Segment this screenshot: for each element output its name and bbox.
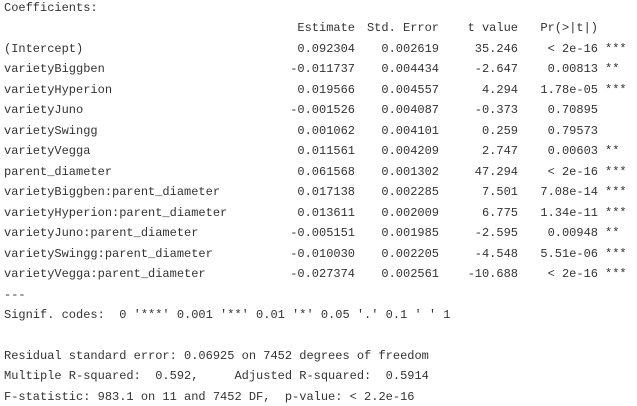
cell: 1.78e-05 xyxy=(540,82,598,97)
row-label: varietyJuno xyxy=(4,103,84,118)
cell: 2.747 xyxy=(481,144,518,159)
signif-stars: *** xyxy=(605,185,627,200)
row-label: varietyBiggben:parent_diameter xyxy=(4,185,221,200)
cell: 35.246 xyxy=(474,41,518,56)
cell: 7.501 xyxy=(481,185,518,200)
cell: -4.548 xyxy=(474,246,518,261)
footer-line: F-statistic: 983.1 on 11 and 7452 DF, p-… xyxy=(4,389,415,404)
cell: 0.001062 xyxy=(297,123,355,138)
cell: 0.011561 xyxy=(297,144,355,159)
cell: 1.34e-11 xyxy=(540,205,598,220)
cell: 0.259 xyxy=(481,123,518,138)
row-label: varietySwingg:parent_diameter xyxy=(4,246,213,261)
row-label: varietyVegga:parent_diameter xyxy=(4,267,206,282)
cell: 0.002285 xyxy=(381,185,439,200)
footer-line: Multiple R-squared: 0.592, Adjusted R-sq… xyxy=(4,369,437,384)
row-label: varietySwingg xyxy=(4,123,98,138)
cell: 7.08e-14 xyxy=(540,185,598,200)
column-header: Std. Error xyxy=(366,21,439,36)
cell: 0.004209 xyxy=(381,144,439,159)
separator: --- xyxy=(4,287,26,302)
cell: 0.004434 xyxy=(381,62,439,77)
cell: 0.004087 xyxy=(381,103,439,118)
cell: 0.061568 xyxy=(297,164,355,179)
cell: 47.294 xyxy=(474,164,518,179)
cell: < 2e-16 xyxy=(547,164,598,179)
signif-stars: *** xyxy=(605,267,627,282)
row-label: varietyHyperion xyxy=(4,82,113,97)
cell: 0.00813 xyxy=(547,62,598,77)
cell: 0.017138 xyxy=(297,185,355,200)
cell: -0.027374 xyxy=(290,267,355,282)
column-header: Estimate xyxy=(297,21,355,36)
signif-stars: ** xyxy=(605,62,620,77)
row-label: varietyJuno:parent_diameter xyxy=(4,226,199,241)
cell: 0.013611 xyxy=(297,205,355,220)
signif-stars: *** xyxy=(605,246,627,261)
cell: -0.011737 xyxy=(290,62,355,77)
cell: 0.004101 xyxy=(381,123,439,138)
cell: -0.005151 xyxy=(290,226,355,241)
cell: 0.002009 xyxy=(381,205,439,220)
signif-stars: *** xyxy=(605,164,627,179)
cell: 4.294 xyxy=(481,82,518,97)
section-title: Coefficients: xyxy=(4,1,98,15)
cell: < 2e-16 xyxy=(547,267,598,282)
row-label: varietyVegga xyxy=(4,144,91,159)
cell: 0.002561 xyxy=(381,267,439,282)
cell: -2.595 xyxy=(474,226,518,241)
row-label: varietyBiggben xyxy=(4,62,105,77)
signif-stars: ** xyxy=(605,226,620,241)
column-header: Pr(>|t|) xyxy=(540,21,598,36)
footer-line: Residual standard error: 0.06925 on 7452… xyxy=(4,348,429,363)
cell: 0.70895 xyxy=(547,103,598,118)
cell: 0.00948 xyxy=(547,226,598,241)
cell: 0.019566 xyxy=(297,82,355,97)
cell: < 2e-16 xyxy=(547,41,598,56)
row-label: (Intercept) xyxy=(4,41,84,56)
column-header: t value xyxy=(467,21,518,36)
cell: -10.688 xyxy=(467,267,518,282)
cell: -0.001526 xyxy=(290,103,355,118)
row-label: varietyHyperion:parent_diameter xyxy=(4,205,228,220)
cell: 0.004557 xyxy=(381,82,439,97)
cell: 0.00603 xyxy=(547,144,598,159)
row-label: parent_diameter xyxy=(4,164,113,179)
cell: 0.79573 xyxy=(547,123,598,138)
cell: 0.001302 xyxy=(381,164,439,179)
cell: 0.002619 xyxy=(381,41,439,56)
cell: 0.002205 xyxy=(381,246,439,261)
cell: -2.647 xyxy=(474,62,518,77)
signif-stars: *** xyxy=(605,205,627,220)
cell: -0.010030 xyxy=(290,246,355,261)
signif-stars: *** xyxy=(605,82,627,97)
cell: 0.092304 xyxy=(297,41,355,56)
cell: 0.001985 xyxy=(381,226,439,241)
signif-stars: ** xyxy=(605,144,620,159)
cell: 5.51e-06 xyxy=(540,246,598,261)
signif-stars: *** xyxy=(605,41,627,56)
cell: 6.775 xyxy=(481,205,518,220)
cell: -0.373 xyxy=(474,103,518,118)
signif-codes: Signif. codes: 0 '***' 0.001 '**' 0.01 '… xyxy=(4,308,451,323)
